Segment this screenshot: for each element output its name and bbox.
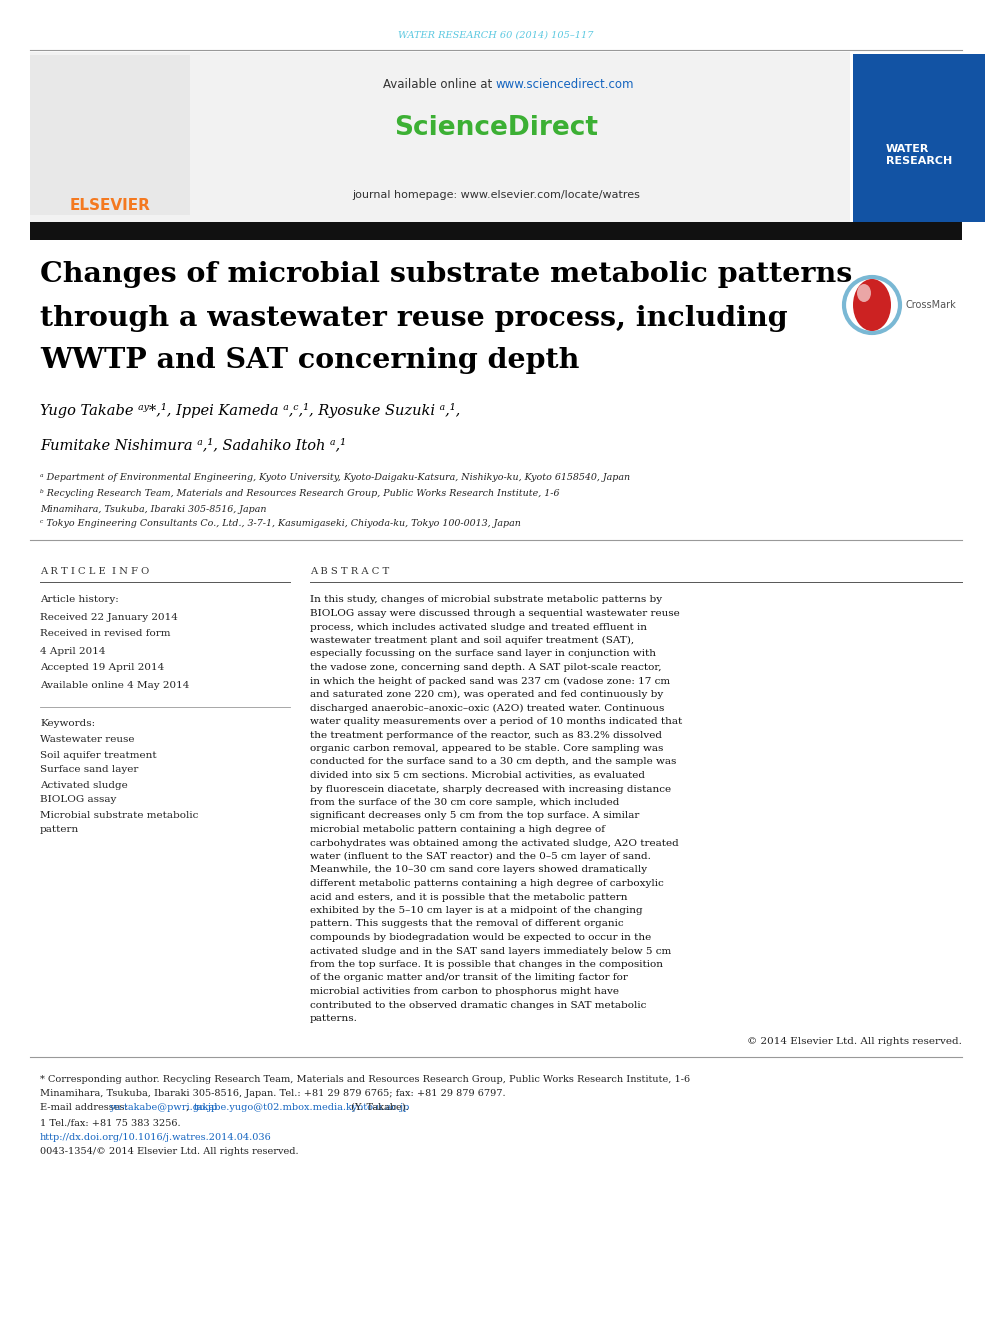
Text: pattern. This suggests that the removal of different organic: pattern. This suggests that the removal … xyxy=(310,919,624,929)
Text: Fumitake Nishimura ᵃ,¹, Sadahiko Itoh ᵃ,¹: Fumitake Nishimura ᵃ,¹, Sadahiko Itoh ᵃ,… xyxy=(40,438,346,452)
Text: Received 22 January 2014: Received 22 January 2014 xyxy=(40,613,178,622)
Text: In this study, changes of microbial substrate metabolic patterns by: In this study, changes of microbial subs… xyxy=(310,595,662,605)
Text: activated sludge and in the SAT sand layers immediately below 5 cm: activated sludge and in the SAT sand lay… xyxy=(310,946,672,955)
Text: Surface sand layer: Surface sand layer xyxy=(40,766,138,774)
Text: exhibited by the 5–10 cm layer is at a midpoint of the changing: exhibited by the 5–10 cm layer is at a m… xyxy=(310,906,643,916)
Text: water (influent to the SAT reactor) and the 0–5 cm layer of sand.: water (influent to the SAT reactor) and … xyxy=(310,852,651,861)
Text: in which the height of packed sand was 237 cm (vadose zone: 17 cm: in which the height of packed sand was 2… xyxy=(310,676,671,685)
Text: Meanwhile, the 10–30 cm sand core layers showed dramatically: Meanwhile, the 10–30 cm sand core layers… xyxy=(310,865,647,875)
Text: the vadose zone, concerning sand depth. A SAT pilot-scale reactor,: the vadose zone, concerning sand depth. … xyxy=(310,663,662,672)
Text: significant decreases only 5 cm from the top surface. A similar: significant decreases only 5 cm from the… xyxy=(310,811,640,820)
Text: of the organic matter and/or transit of the limiting factor for: of the organic matter and/or transit of … xyxy=(310,974,628,983)
Text: ᵃ Department of Environmental Engineering, Kyoto University, Kyoto-Daigaku-Katsu: ᵃ Department of Environmental Engineerin… xyxy=(40,472,630,482)
Text: http://dx.doi.org/10.1016/j.watres.2014.04.036: http://dx.doi.org/10.1016/j.watres.2014.… xyxy=(40,1134,272,1143)
Text: through a wastewater reuse process, including: through a wastewater reuse process, incl… xyxy=(40,304,788,332)
Text: pattern: pattern xyxy=(40,826,79,835)
Bar xyxy=(30,56,190,216)
Text: microbial activities from carbon to phosphorus might have: microbial activities from carbon to phos… xyxy=(310,987,619,996)
Bar xyxy=(853,54,985,222)
Text: * Corresponding author. Recycling Research Team, Materials and Resources Researc: * Corresponding author. Recycling Resear… xyxy=(40,1074,690,1084)
Text: discharged anaerobic–anoxic–oxic (A2O) treated water. Continuous: discharged anaerobic–anoxic–oxic (A2O) t… xyxy=(310,704,665,713)
Text: organic carbon removal, appeared to be stable. Core sampling was: organic carbon removal, appeared to be s… xyxy=(310,744,664,753)
Text: patterns.: patterns. xyxy=(310,1013,358,1023)
Text: CrossMark: CrossMark xyxy=(905,300,955,310)
Text: www.sciencedirect.com: www.sciencedirect.com xyxy=(496,78,635,91)
Text: microbial metabolic pattern containing a high degree of: microbial metabolic pattern containing a… xyxy=(310,826,605,833)
Text: A R T I C L E  I N F O: A R T I C L E I N F O xyxy=(40,568,149,577)
Text: ScienceDirect: ScienceDirect xyxy=(394,115,598,142)
Text: journal homepage: www.elsevier.com/locate/watres: journal homepage: www.elsevier.com/locat… xyxy=(352,191,640,200)
Text: ELSEVIER: ELSEVIER xyxy=(69,197,151,213)
Text: Minamihara, Tsukuba, Ibaraki 305-8516, Japan. Tel.: +81 29 879 6765; fax: +81 29: Minamihara, Tsukuba, Ibaraki 305-8516, J… xyxy=(40,1089,506,1098)
Text: yu-takabe@pwri.go.jp: yu-takabe@pwri.go.jp xyxy=(109,1102,217,1111)
Text: Soil aquifer treatment: Soil aquifer treatment xyxy=(40,750,157,759)
Text: 0043-1354/© 2014 Elsevier Ltd. All rights reserved.: 0043-1354/© 2014 Elsevier Ltd. All right… xyxy=(40,1147,299,1156)
Text: by fluorescein diacetate, sharply decreased with increasing distance: by fluorescein diacetate, sharply decrea… xyxy=(310,785,672,794)
Bar xyxy=(30,52,850,225)
Text: ᶜ Tokyo Engineering Consultants Co., Ltd., 3-7-1, Kasumigaseki, Chiyoda-ku, Toky: ᶜ Tokyo Engineering Consultants Co., Ltd… xyxy=(40,520,521,528)
Text: process, which includes activated sludge and treated effluent in: process, which includes activated sludge… xyxy=(310,623,647,631)
Text: the treatment performance of the reactor, such as 83.2% dissolved: the treatment performance of the reactor… xyxy=(310,730,662,740)
Ellipse shape xyxy=(853,279,891,331)
Text: different metabolic patterns containing a high degree of carboxylic: different metabolic patterns containing … xyxy=(310,878,664,888)
Text: BIOLOG assay were discussed through a sequential wastewater reuse: BIOLOG assay were discussed through a se… xyxy=(310,609,680,618)
Text: © 2014 Elsevier Ltd. All rights reserved.: © 2014 Elsevier Ltd. All rights reserved… xyxy=(747,1037,962,1046)
Text: and saturated zone 220 cm), was operated and fed continuously by: and saturated zone 220 cm), was operated… xyxy=(310,689,664,699)
Text: Microbial substrate metabolic: Microbial substrate metabolic xyxy=(40,811,198,819)
Bar xyxy=(30,222,962,239)
Text: Keywords:: Keywords: xyxy=(40,720,95,729)
Text: Yugo Takabe ᵃʸ*,¹, Ippei Kameda ᵃ,ᶜ,¹, Ryosuke Suzuki ᵃ,¹,: Yugo Takabe ᵃʸ*,¹, Ippei Kameda ᵃ,ᶜ,¹, R… xyxy=(40,402,460,418)
Text: especially focussing on the surface sand layer in conjunction with: especially focussing on the surface sand… xyxy=(310,650,656,659)
Text: Received in revised form: Received in revised form xyxy=(40,630,171,639)
Text: carbohydrates was obtained among the activated sludge, A2O treated: carbohydrates was obtained among the act… xyxy=(310,839,679,848)
Text: WWTP and SAT concerning depth: WWTP and SAT concerning depth xyxy=(40,347,579,373)
Text: Changes of microbial substrate metabolic patterns: Changes of microbial substrate metabolic… xyxy=(40,262,852,288)
Text: (Y. Takabe).: (Y. Takabe). xyxy=(348,1102,409,1111)
Text: contributed to the observed dramatic changes in SAT metabolic: contributed to the observed dramatic cha… xyxy=(310,1000,647,1009)
Text: 4 April 2014: 4 April 2014 xyxy=(40,647,105,655)
Text: water quality measurements over a period of 10 months indicated that: water quality measurements over a period… xyxy=(310,717,682,726)
Text: from the surface of the 30 cm core sample, which included: from the surface of the 30 cm core sampl… xyxy=(310,798,619,807)
Text: Activated sludge: Activated sludge xyxy=(40,781,128,790)
Text: Available online 4 May 2014: Available online 4 May 2014 xyxy=(40,680,189,689)
Text: WATER
RESEARCH: WATER RESEARCH xyxy=(886,144,952,165)
Text: acid and esters, and it is possible that the metabolic pattern: acid and esters, and it is possible that… xyxy=(310,893,628,901)
Text: ᵇ Recycling Research Team, Materials and Resources Research Group, Public Works : ᵇ Recycling Research Team, Materials and… xyxy=(40,490,559,499)
Text: ,: , xyxy=(186,1102,192,1111)
Text: conducted for the surface sand to a 30 cm depth, and the sample was: conducted for the surface sand to a 30 c… xyxy=(310,758,677,766)
Text: compounds by biodegradation would be expected to occur in the: compounds by biodegradation would be exp… xyxy=(310,933,652,942)
Text: Article history:: Article history: xyxy=(40,595,119,605)
Text: BIOLOG assay: BIOLOG assay xyxy=(40,795,116,804)
Text: A B S T R A C T: A B S T R A C T xyxy=(310,568,389,577)
Text: E-mail addresses:: E-mail addresses: xyxy=(40,1102,131,1111)
Text: 1 Tel./fax: +81 75 383 3256.: 1 Tel./fax: +81 75 383 3256. xyxy=(40,1118,181,1127)
Text: Minamihara, Tsukuba, Ibaraki 305-8516, Japan: Minamihara, Tsukuba, Ibaraki 305-8516, J… xyxy=(40,504,267,513)
Text: Available online at: Available online at xyxy=(383,78,496,91)
Text: Wastewater reuse: Wastewater reuse xyxy=(40,736,135,745)
Text: takabe.yugo@t02.mbox.media.kyoto-u.ac.jp: takabe.yugo@t02.mbox.media.kyoto-u.ac.jp xyxy=(194,1102,411,1111)
Text: from the top surface. It is possible that changes in the composition: from the top surface. It is possible tha… xyxy=(310,960,663,968)
Ellipse shape xyxy=(857,284,871,302)
Text: WATER RESEARCH 60 (2014) 105–117: WATER RESEARCH 60 (2014) 105–117 xyxy=(398,30,594,40)
Text: Accepted 19 April 2014: Accepted 19 April 2014 xyxy=(40,664,165,672)
Text: wastewater treatment plant and soil aquifer treatment (SAT),: wastewater treatment plant and soil aqui… xyxy=(310,636,634,646)
Text: divided into six 5 cm sections. Microbial activities, as evaluated: divided into six 5 cm sections. Microbia… xyxy=(310,771,645,781)
